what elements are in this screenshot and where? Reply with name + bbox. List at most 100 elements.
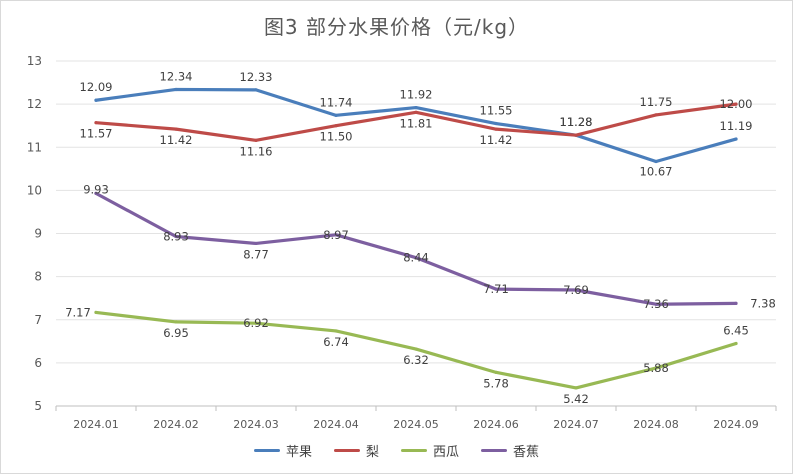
data-point (94, 310, 98, 315)
data-point (174, 234, 178, 239)
data-point (334, 233, 338, 237)
y-tick-label: 11 (27, 140, 42, 154)
y-tick-label: 8 (34, 270, 42, 284)
data-point (654, 159, 658, 164)
data-point (334, 329, 338, 333)
data-label: 11.75 (640, 95, 673, 109)
data-label: 11.92 (400, 88, 433, 102)
data-label: 6.32 (403, 353, 429, 367)
data-point (254, 88, 258, 92)
data-point (734, 341, 738, 346)
x-tick-label: 2024.03 (233, 418, 279, 431)
legend-item: 西瓜 (401, 441, 459, 460)
data-label: 6.45 (723, 323, 749, 337)
x-tick-label: 2024.06 (473, 418, 519, 431)
data-label: 12.09 (80, 80, 113, 94)
data-point (574, 386, 578, 390)
data-label: 6.74 (323, 335, 349, 349)
data-label: 7.69 (563, 283, 589, 297)
y-tick-label: 10 (27, 183, 42, 197)
x-tick-label: 2024.07 (553, 418, 599, 431)
data-label: 5.78 (483, 376, 509, 390)
data-label: 11.55 (480, 104, 513, 118)
data-label: 7.38 (750, 296, 776, 310)
data-point (174, 87, 178, 92)
data-label: 11.28 (560, 115, 593, 129)
data-label: 11.16 (240, 144, 273, 158)
data-point (494, 127, 498, 131)
chart-title: 图3 部分水果价格（元/kg） (263, 15, 530, 39)
data-point (254, 241, 258, 246)
data-point (574, 133, 578, 137)
data-label: 8.93 (163, 230, 189, 244)
x-tick-label: 2024.05 (393, 418, 439, 431)
data-point (494, 121, 498, 126)
y-tick-label: 7 (34, 313, 42, 327)
legend-label: 梨 (365, 445, 379, 460)
data-point (414, 347, 418, 351)
y-tick-label: 9 (34, 227, 42, 241)
data-label: 12.00 (720, 97, 753, 111)
data-label: 7.17 (65, 305, 91, 319)
data-point (94, 191, 98, 195)
legend-label: 香蕉 (513, 445, 540, 460)
x-tick-label: 2024.08 (633, 418, 679, 431)
data-label: 8.44 (403, 251, 429, 265)
data-point (94, 121, 98, 125)
legend-swatch (253, 449, 280, 452)
chart-legend: 苹果 梨 西瓜 香蕉 (1, 441, 792, 460)
y-tick-label: 6 (34, 356, 42, 370)
data-label: 11.81 (400, 116, 433, 130)
data-label: 11.57 (80, 127, 113, 141)
legend-item: 梨 (333, 441, 379, 460)
data-label: 11.74 (320, 95, 353, 109)
data-point (414, 256, 418, 260)
data-label: 11.50 (320, 130, 353, 144)
data-point (94, 98, 98, 102)
data-point (734, 137, 738, 141)
data-point (654, 366, 658, 370)
legend-swatch (481, 449, 508, 452)
data-label: 5.88 (643, 361, 669, 375)
data-point (734, 301, 738, 305)
data-label: 7.71 (483, 282, 509, 296)
data-point (494, 287, 498, 291)
data-point (494, 370, 498, 374)
legend-label: 西瓜 (433, 445, 460, 460)
data-point (254, 138, 258, 142)
y-tick-label: 12 (27, 97, 42, 111)
legend-swatch (333, 449, 360, 452)
data-label: 11.19 (720, 119, 753, 133)
data-point (574, 288, 578, 292)
x-tick-label: 2024.02 (153, 418, 199, 431)
data-point (334, 124, 338, 128)
data-label: 9.93 (83, 182, 109, 196)
data-label: 12.33 (240, 70, 273, 84)
data-label: 6.92 (243, 316, 269, 330)
legend-label: 苹果 (285, 445, 312, 460)
data-label: 10.67 (640, 164, 673, 178)
data-label: 11.28 (560, 115, 593, 129)
y-tick-label: 5 (34, 399, 42, 413)
x-tick-label: 2024.04 (313, 418, 359, 431)
data-point (414, 105, 418, 110)
data-label: 7.36 (643, 297, 669, 311)
data-label: 11.42 (160, 133, 193, 147)
legend-item: 苹果 (253, 441, 312, 460)
data-point (414, 110, 418, 114)
data-label: 8.77 (243, 247, 269, 261)
x-tick-label: 2024.01 (73, 418, 119, 431)
data-point (174, 320, 178, 324)
data-point (254, 321, 258, 325)
series-line-香蕉 (94, 191, 738, 306)
data-label: 11.42 (480, 133, 513, 147)
data-point (174, 127, 178, 131)
data-point (654, 113, 658, 117)
data-point (334, 113, 338, 117)
legend-item: 香蕉 (481, 441, 539, 460)
data-label: 8.97 (323, 228, 349, 242)
x-tick-label: 2024.09 (713, 418, 759, 431)
data-point (734, 102, 738, 106)
